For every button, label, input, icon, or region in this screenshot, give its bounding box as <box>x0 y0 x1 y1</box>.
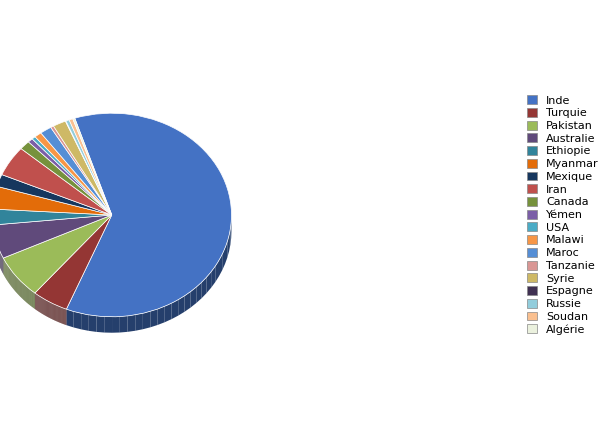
Wedge shape <box>2 149 112 215</box>
Polygon shape <box>158 306 165 325</box>
Polygon shape <box>112 316 120 333</box>
Wedge shape <box>69 119 112 215</box>
Polygon shape <box>165 303 172 322</box>
Polygon shape <box>25 285 26 302</box>
Polygon shape <box>219 254 222 276</box>
Polygon shape <box>206 272 211 293</box>
Wedge shape <box>35 215 112 309</box>
Polygon shape <box>89 315 96 332</box>
Wedge shape <box>3 215 112 293</box>
Polygon shape <box>150 309 158 327</box>
Wedge shape <box>0 175 112 215</box>
Polygon shape <box>30 289 31 306</box>
Wedge shape <box>51 126 112 215</box>
Polygon shape <box>120 316 128 332</box>
Polygon shape <box>225 242 227 264</box>
Polygon shape <box>143 311 150 329</box>
Polygon shape <box>190 287 196 307</box>
Polygon shape <box>211 266 216 288</box>
Polygon shape <box>32 291 33 307</box>
Polygon shape <box>128 315 135 332</box>
Polygon shape <box>96 316 104 332</box>
Polygon shape <box>178 296 185 316</box>
Polygon shape <box>74 311 81 329</box>
Polygon shape <box>196 282 201 303</box>
Polygon shape <box>135 313 143 331</box>
Polygon shape <box>227 235 229 258</box>
Wedge shape <box>21 142 112 215</box>
Wedge shape <box>66 113 231 317</box>
Polygon shape <box>185 292 190 312</box>
Polygon shape <box>201 277 206 298</box>
Polygon shape <box>66 309 74 328</box>
Wedge shape <box>35 133 112 215</box>
Polygon shape <box>216 260 219 282</box>
Wedge shape <box>0 186 112 215</box>
Legend: Inde, Turquie, Pakistan, Australie, Ethiopie, Myanmar, Mexique, Iran, Canada, Yé: Inde, Turquie, Pakistan, Australie, Ethi… <box>524 92 602 338</box>
Polygon shape <box>28 288 29 304</box>
Wedge shape <box>32 137 112 215</box>
Polygon shape <box>33 292 34 308</box>
Polygon shape <box>26 286 27 303</box>
Wedge shape <box>73 118 112 215</box>
Polygon shape <box>34 292 35 309</box>
Polygon shape <box>230 222 231 245</box>
Wedge shape <box>28 139 112 215</box>
Polygon shape <box>229 229 230 251</box>
Wedge shape <box>0 215 112 258</box>
Polygon shape <box>29 289 30 305</box>
Polygon shape <box>104 316 112 333</box>
Polygon shape <box>222 248 225 270</box>
Wedge shape <box>66 121 112 215</box>
Polygon shape <box>31 291 32 307</box>
Polygon shape <box>27 287 28 304</box>
Polygon shape <box>81 313 89 331</box>
Wedge shape <box>41 127 112 215</box>
Wedge shape <box>0 209 112 225</box>
Wedge shape <box>53 121 112 215</box>
Wedge shape <box>66 120 112 215</box>
Polygon shape <box>172 300 178 319</box>
